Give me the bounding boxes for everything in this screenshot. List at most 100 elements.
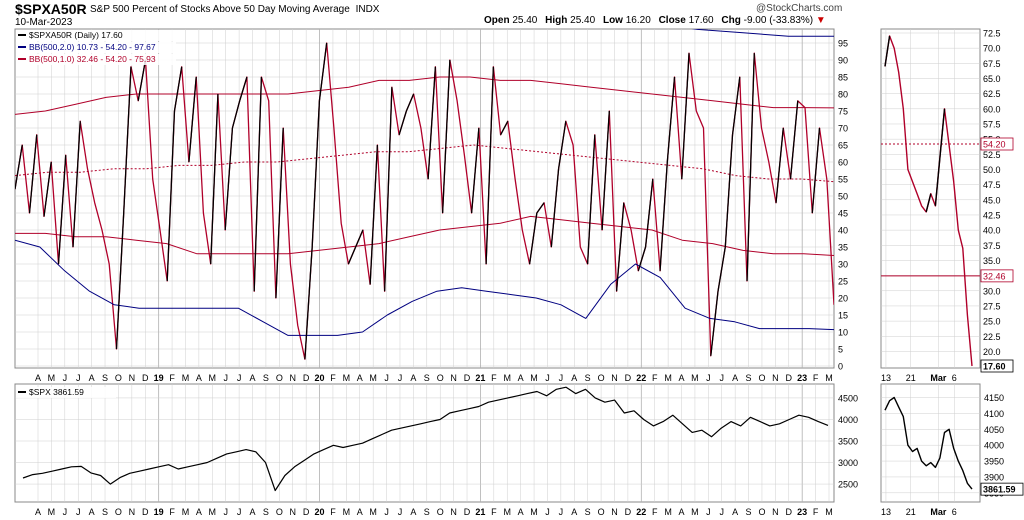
main-x-tick-label: M	[209, 373, 217, 383]
main-y-tick-label: 60	[838, 158, 848, 168]
lower-x-tick-label: J	[63, 507, 68, 517]
legend-background	[16, 30, 176, 41]
lower-x-tick-label: M	[182, 507, 190, 517]
chart-date: 10-Mar-2023	[15, 17, 73, 28]
open-label: Open	[484, 15, 510, 26]
lower-zoom-x-tick-label: Mar	[930, 507, 947, 517]
open-value: 25.40	[512, 15, 538, 26]
lower-x-tick-label: N	[129, 507, 136, 517]
chg-value: -9.00 (-33.83%)	[743, 15, 814, 26]
chart-description: S&P 500 Percent of Stocks Above 50 Day M…	[90, 4, 379, 15]
price-up-segment	[347, 246, 357, 265]
price-up-segment	[536, 202, 545, 214]
spx-zoom-line	[884, 396, 973, 490]
lower-zoom-y-tick-label: 4100	[984, 409, 1004, 419]
lower-x-tick-label: D	[464, 507, 471, 517]
price-up-segment	[355, 229, 364, 248]
price-up-segment	[72, 121, 81, 248]
zoom-x-tick-label: 13	[881, 373, 891, 383]
main-y-tick-label: 65	[838, 141, 848, 151]
legend-entry: BB(500,2.0) 10.73 - 54.20 - 97.67	[29, 42, 156, 52]
main-x-tick-label: M	[48, 373, 56, 383]
main-x-tick-label: A	[357, 373, 363, 383]
lower-x-tick-label: M	[691, 507, 699, 517]
lower-x-tick-label: S	[424, 507, 430, 517]
price-up-segment	[188, 76, 197, 163]
lower-x-tick-label: A	[518, 507, 524, 517]
price-up-segment	[383, 87, 393, 292]
lower-x-tick-label: J	[384, 507, 389, 517]
main-x-tick-label: M	[503, 373, 511, 383]
lower-x-tick-label: J	[237, 507, 242, 517]
lower-x-tick-label: D	[625, 507, 632, 517]
main-y-tick-label: 80	[838, 90, 848, 100]
main-x-tick-label: A	[35, 373, 41, 383]
price-up-segment	[811, 127, 821, 214]
main-x-tick-label: N	[611, 373, 618, 383]
lower-y-tick-label: 4500	[838, 393, 858, 403]
main-x-tick-label: A	[196, 373, 202, 383]
main-x-tick-label: J	[545, 373, 550, 383]
lower-x-tick-label: O	[276, 507, 283, 517]
lower-x-tick-label: M	[369, 507, 377, 517]
main-x-tick-label: A	[732, 373, 738, 383]
main-y-tick-label: 5	[838, 345, 843, 355]
lower-x-tick-label: 19	[154, 507, 164, 517]
close-label: Close	[658, 15, 686, 26]
zoom-value-tag	[980, 359, 1014, 373]
lower-zoom-x-tick-label: 13	[881, 507, 891, 517]
main-x-tick-label: S	[585, 373, 591, 383]
price-up-segment	[398, 110, 408, 135]
lower-zoom-value-tag-label: 3861.59	[983, 485, 1016, 495]
zoom-y-tick-label: 45.0	[983, 195, 1001, 205]
zoom-y-tick-label: 70.0	[983, 44, 1001, 54]
lower-x-tick-label: F	[652, 507, 658, 517]
lower-legend-entry: $SPX 3861.59	[29, 387, 84, 397]
lower-x-tick-label: S	[263, 507, 269, 517]
price-up-segment	[724, 134, 734, 248]
lower-x-tick-label: J	[398, 507, 403, 517]
lower-y-tick-label: 4000	[838, 415, 858, 425]
lower-y-tick-label: 3500	[838, 437, 858, 447]
main-x-tick-label: S	[263, 373, 269, 383]
price-up-segment	[659, 161, 668, 271]
exchange-text: INDX	[355, 4, 380, 15]
lower-x-tick-label: 22	[636, 507, 646, 517]
lower-x-tick-label: J	[559, 507, 564, 517]
main-zoom-panel-frame	[880, 28, 981, 369]
lower-x-tick-label: O	[115, 507, 122, 517]
lower-x-tick-label: M	[48, 507, 56, 517]
price-up-segment	[57, 155, 67, 265]
zoom-y-tick-label: 40.0	[983, 226, 1001, 236]
price-up-segment	[731, 76, 741, 135]
main-y-tick-label: 55	[838, 175, 848, 185]
lower-zoom-y-tick-label: 4000	[984, 441, 1004, 451]
lower-zoom-x-tick-label: 6	[952, 507, 957, 517]
price-up-segment	[405, 93, 415, 112]
lower-x-tick-label: A	[89, 507, 95, 517]
price-up-segment	[775, 127, 784, 203]
price-up-segment	[666, 76, 676, 163]
zoom-x-tick-label: 6	[952, 373, 957, 383]
main-y-tick-label: 45	[838, 209, 848, 219]
zoom-y-tick-label: 27.5	[983, 301, 1001, 311]
lower-zoom-y-tick-label: 3950	[984, 457, 1004, 467]
lower-x-tick-label: D	[786, 507, 793, 517]
low-label: Low	[602, 15, 623, 26]
main-x-tick-label: A	[518, 373, 524, 383]
zoom-price-up-segment	[939, 108, 946, 158]
main-x-tick-label: F	[169, 373, 175, 383]
ohlc-readout: Open 25.40 High 25.40 Low 16.20 Close 17…	[484, 15, 826, 26]
main-y-tick-label: 90	[838, 56, 848, 66]
main-x-tick-label: D	[303, 373, 310, 383]
main-x-tick-label: J	[237, 373, 242, 383]
lower-x-tick-label: N	[450, 507, 457, 517]
lower-zoom-y-tick-label: 3900	[984, 472, 1004, 482]
lower-x-tick-label: O	[598, 507, 605, 517]
lower-x-tick-label: M	[343, 507, 351, 517]
price-up-segment	[601, 110, 610, 231]
close-value: 17.60	[688, 15, 714, 26]
zoom-y-tick-label: 65.0	[983, 74, 1001, 84]
bb1-upper-line	[15, 76, 834, 115]
lower-x-tick-label: J	[76, 507, 81, 517]
